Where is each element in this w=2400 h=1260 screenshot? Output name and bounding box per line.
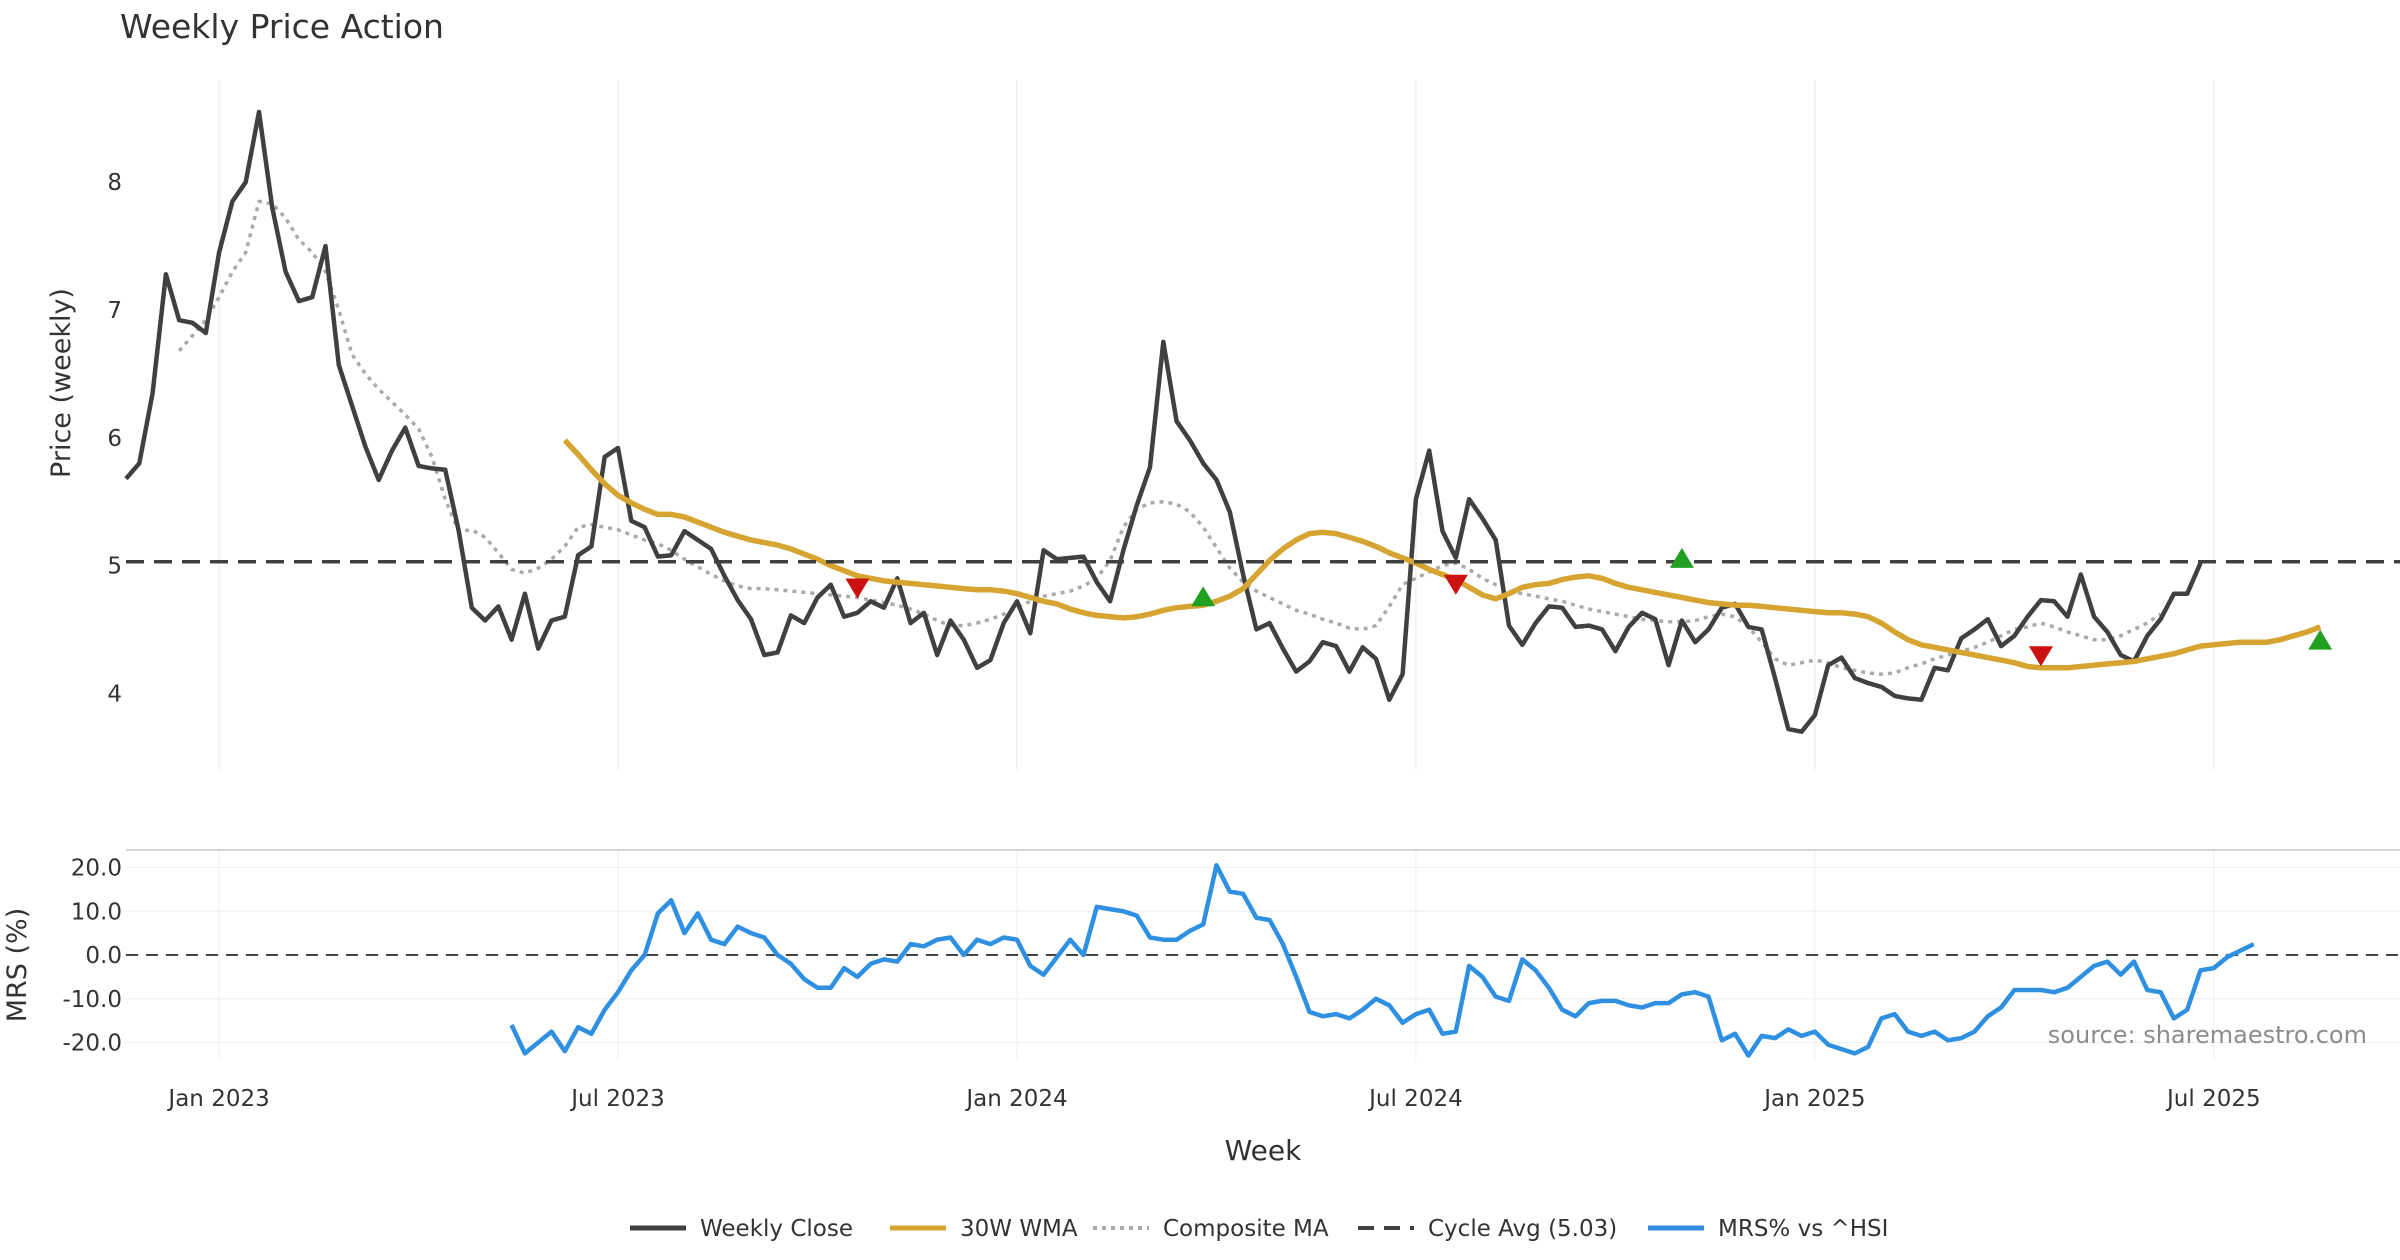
mrs-line xyxy=(509,863,2255,1058)
legend-label: Cycle Avg (5.03) xyxy=(1428,1216,1617,1242)
buy-signal-marker xyxy=(1669,547,1694,568)
x-tick-label: Jan 2025 xyxy=(1762,1086,1865,1112)
price-y-axis-label: Price (weekly) xyxy=(46,288,77,478)
composite-ma-line xyxy=(177,199,2162,676)
mrs-y-tick-label: 0.0 xyxy=(85,943,122,969)
price-y-tick-label: 6 xyxy=(107,426,122,452)
sell-signal-marker xyxy=(845,578,870,599)
sell-signal-marker xyxy=(2028,646,2053,667)
legend-label: 30W WMA xyxy=(960,1216,1078,1242)
x-axis-label: Week xyxy=(1225,1134,1302,1167)
mrs-y-tick-label: 10.0 xyxy=(71,899,122,925)
price-y-tick-label: 5 xyxy=(107,554,122,580)
x-tick-label: Jul 2023 xyxy=(569,1086,665,1112)
price-y-tick-label: 8 xyxy=(107,170,122,196)
buy-signal-marker xyxy=(2308,629,2333,650)
weekly-close-line xyxy=(124,109,2203,734)
price-y-tick-label: 7 xyxy=(107,298,122,324)
x-tick-label: Jan 2023 xyxy=(166,1086,269,1112)
x-tick-label: Jan 2024 xyxy=(964,1086,1067,1112)
mrs-y-tick-label: -10.0 xyxy=(62,987,122,1013)
legend-label: MRS% vs ^HSI xyxy=(1718,1216,1888,1242)
price-y-tick-label: 4 xyxy=(107,681,122,707)
x-tick-label: Jul 2025 xyxy=(2165,1086,2261,1112)
mrs-y-tick-label: 20.0 xyxy=(71,856,122,882)
wma-30w-line xyxy=(562,438,2322,671)
legend-label: Composite MA xyxy=(1163,1216,1329,1242)
chart-title: Weekly Price Action xyxy=(120,7,444,46)
legend-label: Weekly Close xyxy=(700,1216,853,1242)
sell-signal-marker xyxy=(1443,574,1468,595)
buy-signal-marker xyxy=(1191,586,1216,607)
mrs-y-axis-label: MRS (%) xyxy=(2,908,33,1023)
x-tick-label: Jul 2024 xyxy=(1367,1086,1463,1112)
source-watermark: source: sharemaestro.com xyxy=(2048,1021,2367,1049)
mrs-y-tick-label: -20.0 xyxy=(62,1031,122,1057)
